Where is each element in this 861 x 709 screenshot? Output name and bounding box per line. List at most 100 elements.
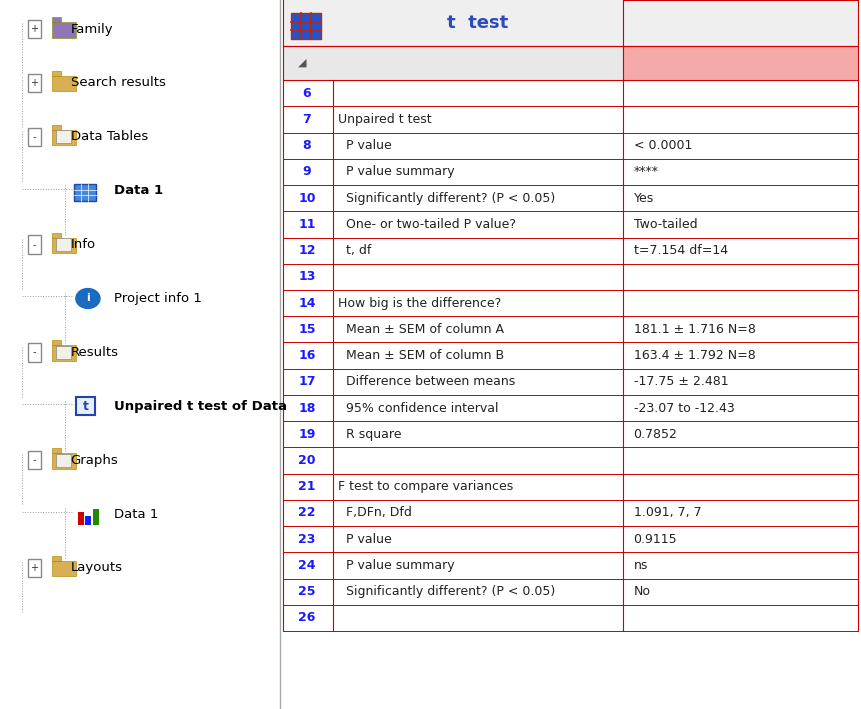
FancyBboxPatch shape: [282, 211, 857, 238]
Text: Search results: Search results: [71, 77, 165, 89]
Text: 11: 11: [298, 218, 315, 231]
FancyBboxPatch shape: [52, 130, 76, 145]
FancyBboxPatch shape: [282, 395, 857, 421]
FancyBboxPatch shape: [282, 552, 857, 579]
FancyBboxPatch shape: [282, 133, 857, 159]
Text: 23: 23: [298, 532, 315, 546]
Circle shape: [76, 289, 100, 308]
FancyBboxPatch shape: [52, 345, 76, 361]
Text: Mean ± SEM of column A: Mean ± SEM of column A: [338, 323, 504, 336]
FancyBboxPatch shape: [282, 159, 857, 185]
Text: Mean ± SEM of column B: Mean ± SEM of column B: [338, 349, 504, 362]
Text: Unpaired t test of Data: Unpaired t test of Data: [114, 400, 287, 413]
Text: 12: 12: [298, 244, 315, 257]
Text: Difference between means: Difference between means: [338, 375, 515, 389]
Text: R square: R square: [338, 428, 401, 441]
FancyBboxPatch shape: [56, 346, 71, 359]
Text: 20: 20: [298, 454, 315, 467]
FancyBboxPatch shape: [76, 397, 95, 415]
FancyBboxPatch shape: [282, 500, 857, 526]
FancyBboxPatch shape: [28, 20, 41, 38]
FancyBboxPatch shape: [282, 421, 857, 447]
FancyBboxPatch shape: [282, 238, 857, 264]
Text: -: -: [33, 455, 36, 465]
FancyBboxPatch shape: [52, 233, 61, 238]
Text: Yes: Yes: [633, 191, 653, 205]
Text: ns: ns: [633, 559, 647, 572]
FancyBboxPatch shape: [56, 130, 71, 143]
Text: 24: 24: [298, 559, 315, 572]
Text: Unpaired t test: Unpaired t test: [338, 113, 431, 126]
Text: Data Tables: Data Tables: [71, 130, 148, 143]
Text: No: No: [633, 585, 650, 598]
Text: Significantly different? (P < 0.05): Significantly different? (P < 0.05): [338, 585, 554, 598]
FancyBboxPatch shape: [77, 512, 84, 525]
FancyBboxPatch shape: [282, 290, 857, 316]
Text: ◢: ◢: [298, 58, 307, 68]
FancyBboxPatch shape: [282, 46, 857, 80]
FancyBboxPatch shape: [282, 342, 857, 369]
FancyBboxPatch shape: [291, 13, 320, 38]
FancyBboxPatch shape: [282, 369, 857, 395]
FancyBboxPatch shape: [282, 264, 857, 290]
Text: 95% confidence interval: 95% confidence interval: [338, 401, 498, 415]
Text: 26: 26: [298, 611, 315, 625]
Text: 10: 10: [298, 191, 315, 205]
FancyBboxPatch shape: [623, 46, 857, 80]
Text: +: +: [30, 78, 39, 88]
Text: -23.07 to -12.43: -23.07 to -12.43: [633, 401, 734, 415]
Text: Graphs: Graphs: [71, 454, 118, 467]
FancyBboxPatch shape: [282, 106, 857, 133]
FancyBboxPatch shape: [52, 76, 76, 91]
Text: P value summary: P value summary: [338, 165, 454, 179]
Text: 22: 22: [298, 506, 315, 520]
FancyBboxPatch shape: [28, 559, 41, 577]
Text: 17: 17: [298, 375, 315, 389]
Text: 18: 18: [298, 401, 315, 415]
Text: ****: ****: [633, 165, 658, 179]
Text: Data 1: Data 1: [114, 508, 158, 520]
Text: 14: 14: [298, 296, 315, 310]
Text: t: t: [83, 400, 88, 413]
FancyBboxPatch shape: [52, 17, 61, 22]
FancyBboxPatch shape: [52, 125, 61, 130]
Text: 163.4 ± 1.792 N=8: 163.4 ± 1.792 N=8: [633, 349, 754, 362]
FancyBboxPatch shape: [93, 509, 99, 525]
Text: F,DFn, Dfd: F,DFn, Dfd: [338, 506, 412, 520]
Text: 0.7852: 0.7852: [633, 428, 677, 441]
Text: Info: Info: [71, 238, 96, 251]
Text: +: +: [30, 563, 39, 573]
Text: 1.091, 7, 7: 1.091, 7, 7: [633, 506, 700, 520]
Text: 25: 25: [298, 585, 315, 598]
FancyBboxPatch shape: [52, 340, 61, 345]
Text: Results: Results: [71, 346, 119, 359]
Text: t=7.154 df=14: t=7.154 df=14: [633, 244, 727, 257]
FancyBboxPatch shape: [28, 74, 41, 92]
FancyBboxPatch shape: [28, 128, 41, 146]
FancyBboxPatch shape: [282, 579, 857, 605]
Text: Family: Family: [71, 23, 113, 35]
FancyBboxPatch shape: [28, 451, 41, 469]
Text: 13: 13: [298, 270, 315, 284]
FancyBboxPatch shape: [282, 526, 857, 552]
Text: -: -: [33, 240, 36, 250]
Text: Layouts: Layouts: [71, 562, 122, 574]
Text: Project info 1: Project info 1: [114, 292, 201, 305]
Text: 16: 16: [298, 349, 315, 362]
FancyBboxPatch shape: [28, 343, 41, 362]
FancyBboxPatch shape: [52, 453, 76, 469]
FancyBboxPatch shape: [85, 516, 91, 525]
FancyBboxPatch shape: [74, 184, 96, 201]
Text: t  test: t test: [447, 14, 508, 32]
FancyBboxPatch shape: [282, 0, 857, 46]
Text: 7: 7: [302, 113, 311, 126]
FancyBboxPatch shape: [52, 71, 61, 76]
FancyBboxPatch shape: [52, 22, 76, 38]
FancyBboxPatch shape: [282, 447, 857, 474]
Text: 8: 8: [302, 139, 311, 152]
FancyBboxPatch shape: [56, 238, 71, 251]
Text: 6: 6: [302, 86, 311, 100]
Text: t, df: t, df: [338, 244, 371, 257]
Text: 181.1 ± 1.716 N=8: 181.1 ± 1.716 N=8: [633, 323, 754, 336]
Text: F test to compare variances: F test to compare variances: [338, 480, 512, 493]
